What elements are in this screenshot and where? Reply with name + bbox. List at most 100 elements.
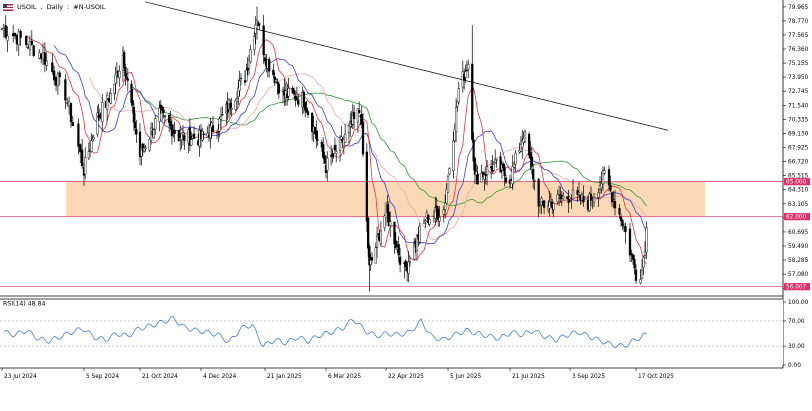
candle-body [263,57,267,62]
candle-body [134,121,137,129]
moving-averages [25,34,647,265]
candle-body [58,72,61,77]
candle-body [131,100,134,106]
candle-body [464,71,467,78]
candle-body [218,118,221,132]
candle-body [358,110,361,113]
price-tick-label: 66.720 [788,160,809,166]
candle-body [135,129,138,135]
trendline-segment [144,1,669,131]
candle-body [125,77,128,79]
candle-body [589,193,593,201]
candle-body [428,219,431,225]
candle-body [571,189,575,200]
candle-body [64,79,67,101]
candle-body [338,137,342,151]
candle-body [12,33,15,37]
candle-body [618,207,621,215]
candle-body [397,244,400,256]
candle-body [454,107,458,132]
candle-body [613,201,617,209]
candle-body [201,130,204,141]
candle-body [633,259,636,269]
us-flag-icon [3,3,13,11]
candle-body [322,144,325,158]
candle-body [123,52,126,69]
candle-body [2,28,5,31]
candle-body [69,102,73,123]
candle-body [438,217,441,222]
date-tick-label: 22 Apr 2025 [388,374,424,380]
candle-body [235,98,239,102]
candle-body [219,116,223,120]
candle-body [19,31,22,38]
candle-body [230,107,233,110]
candle-body [169,121,172,126]
candle-body [624,226,627,233]
price-tick-label: 67.925 [788,146,809,152]
date-tick-label: 4 Dec 2024 [203,374,237,380]
symbol-label: USOIL [17,3,37,11]
price-tick-label: 77.565 [788,33,809,39]
candle-body [162,109,165,114]
candle-body [374,247,377,264]
level-tag [784,178,810,186]
candle-body [304,102,307,111]
candle-body [302,91,305,106]
level-lines [0,181,783,288]
candle-body [297,99,300,105]
price-tick-label: 60.695 [788,230,809,236]
candle-body [90,140,93,152]
candle-body [247,59,251,69]
date-tick-label: 5 Sep 2024 [86,374,119,380]
candle-body [386,204,389,214]
candle-body [453,129,456,142]
candle-body [619,216,623,221]
candle-body [621,219,624,226]
price-tick-label: 64.310 [788,188,809,194]
candle-body [87,151,90,159]
rsi-tick-label: 100.00 [788,300,809,306]
candle-body [483,174,486,180]
candle-body [645,227,648,253]
candle-body [383,215,386,229]
candle-body [475,171,478,176]
candle-body [181,132,185,136]
rsi-line [3,315,647,348]
candle-body [316,139,319,141]
price-tick-label: 73.950 [788,75,809,81]
candle-body [106,94,109,111]
candle-body [67,101,71,107]
candle-body [192,133,196,139]
ma-fast-line [25,34,647,265]
candle-body [514,152,517,165]
candle-body [66,102,69,104]
chart-header: USOIL, Daily: #N-USOIL [3,1,105,13]
candle-body [77,123,80,147]
candle-body [592,196,596,203]
candle-body [43,52,46,65]
price-tick-label: 65.515 [788,174,809,180]
candle-body [511,166,514,185]
candle-body [446,176,450,193]
candle-body [254,24,257,34]
price-tick-label: 72.745 [788,89,809,95]
candle-body [109,93,112,104]
candle-body [306,111,310,115]
candle-body [130,83,133,103]
candle-body [28,41,32,51]
candle-body [313,127,317,134]
candle-body [368,246,371,266]
candle-body [206,132,209,137]
candle-body [523,131,527,142]
level-tags: 65.000 62.000 56.007 [784,178,810,291]
candle-body [549,201,553,203]
rsi-tick-label: 70.00 [788,319,805,325]
candle-body [215,131,219,134]
candle-body [471,63,474,140]
candle-body [41,52,45,61]
trendline[interactable] [144,1,669,131]
candle-body [202,133,205,135]
candle-body [167,114,171,123]
